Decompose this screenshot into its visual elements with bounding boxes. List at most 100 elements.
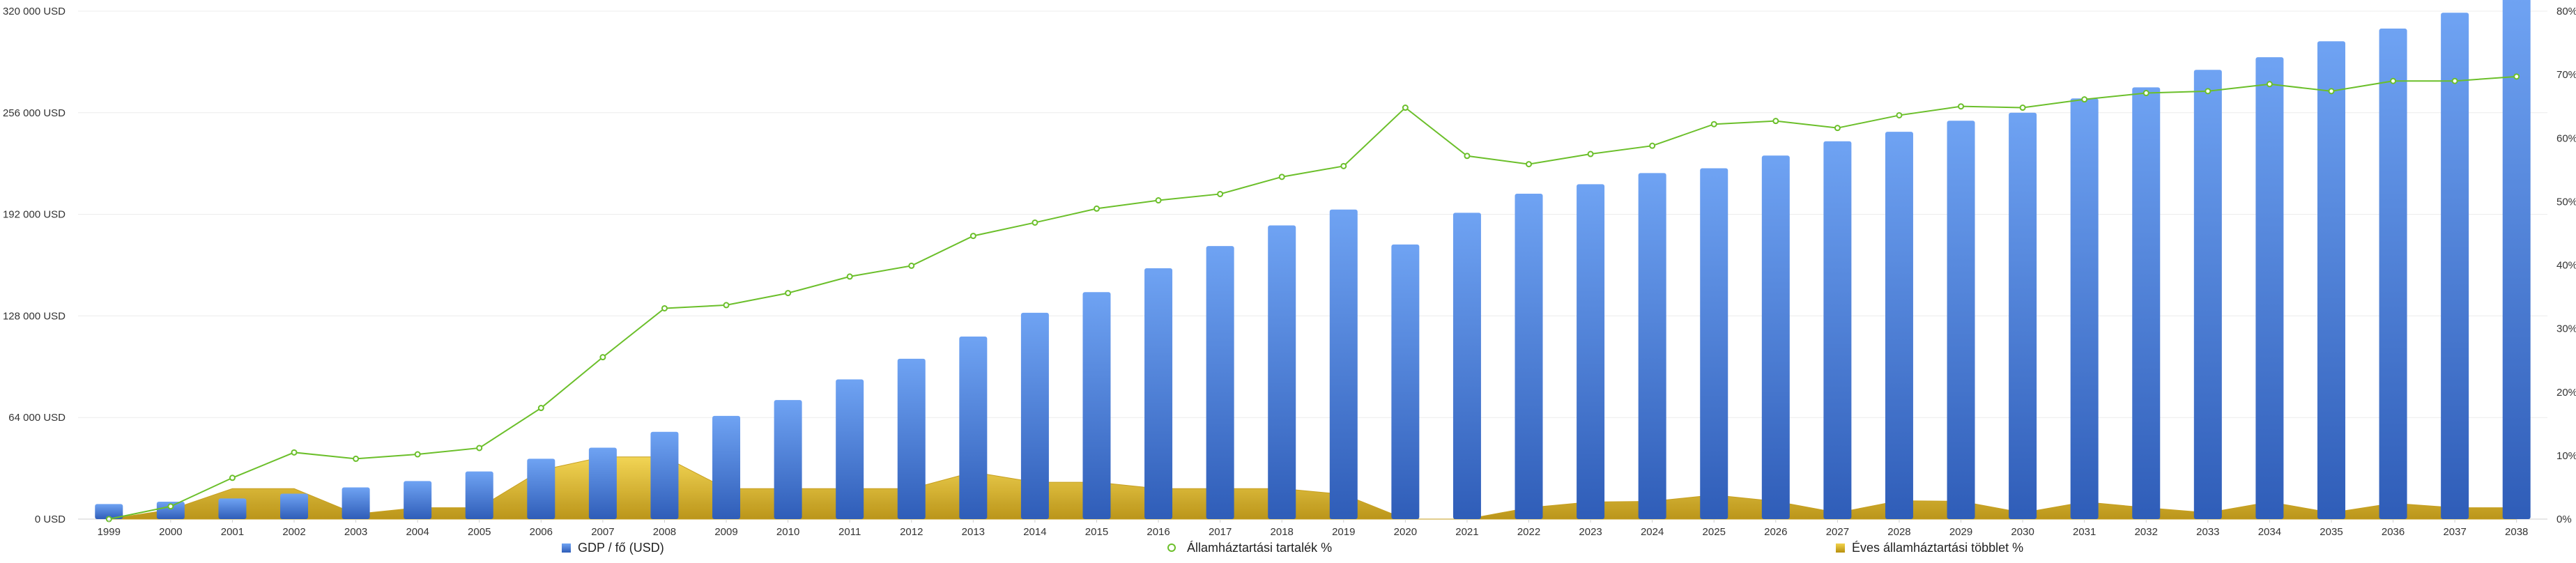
x-axis-tick-label: 2010 <box>776 526 799 538</box>
x-axis-tick-label: 2000 <box>159 526 182 538</box>
gdp-bar <box>280 493 309 519</box>
x-axis-tick-label: 2029 <box>1949 526 1972 538</box>
x-axis-tick-label: 2016 <box>1147 526 1170 538</box>
x-axis-tick-label: 2013 <box>962 526 985 538</box>
reserve-point <box>1958 103 1965 110</box>
right-axis-tick-label: 20% <box>2556 387 2576 399</box>
gdp-bar <box>1329 209 1358 519</box>
reserve-point <box>723 302 730 309</box>
x-axis-tick-label: 2006 <box>530 526 553 538</box>
reserve-line <box>109 75 2517 520</box>
reserve-point <box>2205 88 2211 95</box>
x-axis-tick-label: 2038 <box>2505 526 2528 538</box>
x-axis-tick-label: 2034 <box>2258 526 2281 538</box>
gdp-bar <box>1206 246 1234 519</box>
legend-label-reserve: Államháztartási tartalék % <box>1187 541 1332 555</box>
gdp-bar <box>1020 312 1049 519</box>
gdp-bar <box>1082 292 1111 519</box>
legend-marker-line <box>1167 543 1176 552</box>
x-axis-tick-label: 2028 <box>1887 526 1910 538</box>
reserve-point <box>785 290 792 297</box>
x-axis-tick-label: 2015 <box>1085 526 1108 538</box>
gdp-bar <box>712 415 741 519</box>
right-axis-tick-label: 30% <box>2556 323 2576 335</box>
reserve-point <box>1464 153 1471 160</box>
left-axis-tick-label: 320 000 USD <box>3 6 66 17</box>
grid <box>78 10 2547 520</box>
x-axis-tick-label: 2032 <box>2135 526 2158 538</box>
x-axis-tick-label: 1999 <box>98 526 121 538</box>
x-axis-tick-label: 2033 <box>2196 526 2219 538</box>
gdp-bar <box>774 400 802 519</box>
x-axis-tick-label: 2012 <box>900 526 923 538</box>
gdp-bar <box>527 458 555 519</box>
gdp-bar <box>156 501 185 519</box>
reserve-point <box>1093 205 1100 212</box>
reserve-point <box>167 503 174 510</box>
gdp-bar <box>1885 132 1913 519</box>
reserve-point <box>1710 121 1717 128</box>
right-axis-tick-label: 10% <box>2556 450 2576 462</box>
legend-label-surplus: Éves államháztartási többlet % <box>1852 541 2023 555</box>
x-axis-tick-label: 2036 <box>2382 526 2405 538</box>
reserve-point <box>846 273 853 280</box>
gdp-bar <box>1577 184 1605 519</box>
gdp-bar <box>959 337 988 519</box>
gdp-bar <box>465 471 493 519</box>
x-axis-tick-label: 2002 <box>282 526 305 538</box>
x-axis-tick-label: 2019 <box>1332 526 1355 538</box>
reserve-point <box>1772 118 1779 125</box>
x-axis-tick-label: 2031 <box>2073 526 2096 538</box>
reserve-point <box>353 455 360 462</box>
right-axis-tick-label: 0% <box>2556 514 2572 525</box>
right-axis-tick-label: 50% <box>2556 196 2576 208</box>
gdp-bar <box>2193 70 2222 519</box>
reserve-point <box>1834 125 1841 132</box>
x-axis-tick-label: 2007 <box>591 526 614 538</box>
gdp-bar <box>2379 29 2407 519</box>
gdp-bar <box>897 358 926 519</box>
reserve-point <box>2019 105 2026 111</box>
gdp-bar <box>2317 41 2345 520</box>
right-axis-tick-label: 40% <box>2556 260 2576 272</box>
x-axis-tick-label: 2037 <box>2443 526 2466 538</box>
reserve-point <box>1526 161 1533 168</box>
gdp-bar <box>2070 98 2099 519</box>
gdp-bar <box>1268 225 1296 519</box>
gdp-bar <box>1144 268 1173 519</box>
right-axis-tick-label: 70% <box>2556 69 2576 81</box>
x-axis-tick-label: 2030 <box>2011 526 2034 538</box>
x-axis-tick-label: 2026 <box>1764 526 1787 538</box>
reserve-point <box>1155 197 1162 204</box>
x-axis-tick-label: 2023 <box>1579 526 1602 538</box>
left-axis-tick-label: 0 USD <box>35 514 66 525</box>
reserve-point <box>2142 90 2149 97</box>
reserve-point <box>661 304 668 311</box>
legend-label-gdp: GDP / fő (USD) <box>578 541 664 555</box>
gdp-bar <box>1391 244 1420 519</box>
gdp-bar <box>1761 155 1790 519</box>
reserve-point <box>291 449 298 456</box>
x-axis-tick-label: 2014 <box>1023 526 1046 538</box>
left-axis-tick-label: 256 000 USD <box>3 107 66 119</box>
gdp-bar <box>836 379 864 519</box>
x-axis-tick-label: 2003 <box>344 526 367 538</box>
right-axis-tick-label: 60% <box>2556 132 2576 144</box>
reserve-point <box>537 405 544 412</box>
reserve-point <box>1896 111 1903 118</box>
x-axis-tick-label: 2017 <box>1209 526 1232 538</box>
x-axis-tick-label: 2020 <box>1394 526 1417 538</box>
left-axis-tick-label: 192 000 USD <box>3 209 66 221</box>
gdp-bar <box>342 487 370 519</box>
right-axis-tick-label: 80% <box>2556 6 2576 17</box>
gdp-bar <box>2441 13 2469 519</box>
reserve-point <box>1278 173 1285 180</box>
x-axis-tick-label: 2001 <box>221 526 244 538</box>
x-axis-tick-label: 2008 <box>653 526 676 538</box>
x-axis-tick-label: 2004 <box>406 526 429 538</box>
x-axis-tick-label: 2027 <box>1826 526 1849 538</box>
gdp-bar <box>1515 193 1543 519</box>
gdp-bar <box>404 481 432 519</box>
